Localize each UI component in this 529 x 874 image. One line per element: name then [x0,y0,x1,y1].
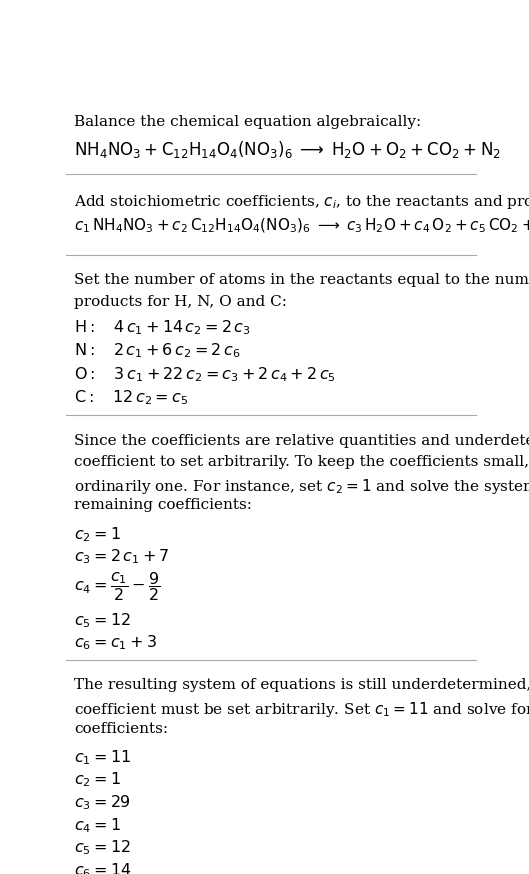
Text: products for H, N, O and C:: products for H, N, O and C: [74,295,287,309]
Text: $c_5 = 12$: $c_5 = 12$ [74,611,131,630]
Text: The resulting system of equations is still underdetermined, so an additional: The resulting system of equations is sti… [74,678,529,692]
Text: coefficient must be set arbitrarily. Set $c_1 = 11$ and solve for the remaining: coefficient must be set arbitrarily. Set… [74,700,529,719]
Text: $\mathrm{H{:}}\quad 4\,c_1 + 14\,c_2 = 2\,c_3$: $\mathrm{H{:}}\quad 4\,c_1 + 14\,c_2 = 2… [74,318,251,337]
Text: $c_6 = 14$: $c_6 = 14$ [74,861,132,874]
Text: $c_3 = 29$: $c_3 = 29$ [74,794,131,812]
Text: Add stoichiometric coefficients, $c_i$, to the reactants and products:: Add stoichiometric coefficients, $c_i$, … [74,193,529,211]
Text: remaining coefficients:: remaining coefficients: [74,498,252,512]
Text: ordinarily one. For instance, set $c_2 = 1$ and solve the system of equations fo: ordinarily one. For instance, set $c_2 =… [74,477,529,496]
Text: coefficients:: coefficients: [74,722,168,736]
Text: $c_2 = 1$: $c_2 = 1$ [74,771,121,789]
Text: $c_6 = c_1 + 3$: $c_6 = c_1 + 3$ [74,634,157,652]
Text: Balance the chemical equation algebraically:: Balance the chemical equation algebraica… [74,115,422,129]
Text: $c_3 = 2\,c_1 + 7$: $c_3 = 2\,c_1 + 7$ [74,547,170,566]
Text: $c_2 = 1$: $c_2 = 1$ [74,525,121,544]
Text: $c_4 = 1$: $c_4 = 1$ [74,816,121,835]
Text: $c_1 = 11$: $c_1 = 11$ [74,748,131,766]
Text: coefficient to set arbitrarily. To keep the coefficients small, the arbitrary va: coefficient to set arbitrarily. To keep … [74,455,529,469]
Text: $\mathrm{NH_4NO_3 + C_{12}H_{14}O_4(NO_3)_6 \;\longrightarrow\; H_2O + O_2 + CO_: $\mathrm{NH_4NO_3 + C_{12}H_{14}O_4(NO_3… [74,139,501,160]
Text: $c_1\,\mathrm{NH_4NO_3} + c_2\,\mathrm{C_{12}H_{14}O_4(NO_3)_6} \;\longrightarro: $c_1\,\mathrm{NH_4NO_3} + c_2\,\mathrm{C… [74,217,529,235]
Text: $\mathrm{C{:}}\quad 12\,c_2 = c_5$: $\mathrm{C{:}}\quad 12\,c_2 = c_5$ [74,388,188,407]
Text: Set the number of atoms in the reactants equal to the number of atoms in the: Set the number of atoms in the reactants… [74,274,529,288]
Text: $\mathrm{N{:}}\quad 2\,c_1 + 6\,c_2 = 2\,c_6$: $\mathrm{N{:}}\quad 2\,c_1 + 6\,c_2 = 2\… [74,342,241,360]
Text: Since the coefficients are relative quantities and underdetermined, choose a: Since the coefficients are relative quan… [74,434,529,447]
Text: $\mathrm{O{:}}\quad 3\,c_1 + 22\,c_2 = c_3 + 2\,c_4 + 2\,c_5$: $\mathrm{O{:}}\quad 3\,c_1 + 22\,c_2 = c… [74,365,336,384]
Text: $c_4 = \dfrac{c_1}{2} - \dfrac{9}{2}$: $c_4 = \dfrac{c_1}{2} - \dfrac{9}{2}$ [74,570,160,603]
Text: $c_5 = 12$: $c_5 = 12$ [74,838,131,857]
